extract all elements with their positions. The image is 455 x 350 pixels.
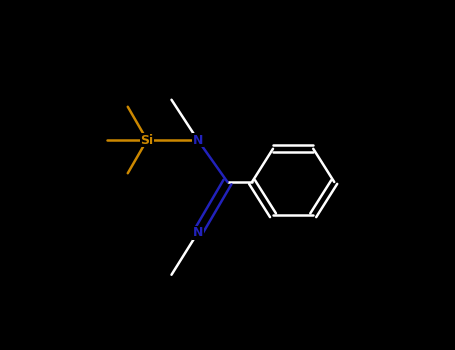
Text: N: N: [192, 133, 203, 147]
Text: Si: Si: [141, 133, 154, 147]
Text: N: N: [192, 226, 203, 239]
